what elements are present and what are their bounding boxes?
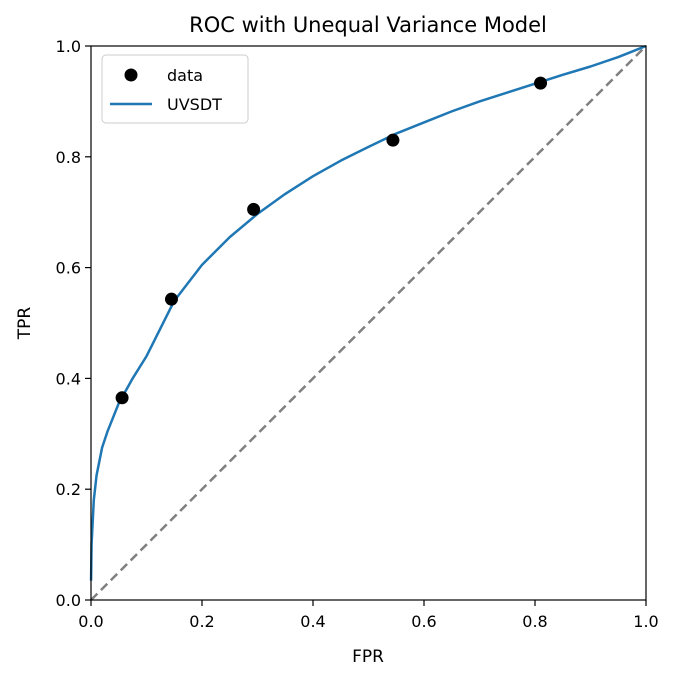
x-tick-label-5: 1.0	[633, 612, 658, 631]
data-point-1	[115, 391, 129, 405]
y-axis-label: TPR	[15, 307, 35, 341]
axes-frame	[90, 45, 647, 601]
x-tick-label-3: 0.6	[411, 612, 436, 631]
legend-frame	[101, 54, 249, 124]
data-point-3	[247, 202, 261, 216]
uvsdt-curve	[89, 44, 647, 581]
x-tick-label-2: 0.4	[300, 612, 325, 631]
x-tick-label-0: 0.0	[78, 612, 103, 631]
data-point-4	[386, 133, 400, 147]
plot-area	[89, 44, 647, 601]
x-tick-label-4: 0.8	[522, 612, 547, 631]
y-tick-label-2: 0.4	[56, 369, 81, 388]
y-tick-label-0: 0.0	[56, 591, 81, 610]
legend: data UVSDT	[101, 54, 249, 124]
data-point-5	[534, 76, 548, 90]
legend-data-marker	[124, 68, 138, 82]
x-axis-label: FPR	[352, 647, 384, 667]
chart-title: ROC with Unequal Variance Model	[189, 13, 547, 37]
y-tick-label-1: 0.2	[56, 480, 81, 499]
axes: 0.0 0.2 0.4 0.6 0.8 1.0 0.0 0.2 0.4 0.6 0.8 1.0	[56, 37, 659, 631]
legend-label-uvsdt: UVSDT	[167, 95, 222, 114]
y-tick-label-3: 0.6	[56, 259, 81, 278]
y-tick-label-5: 1.0	[56, 37, 81, 56]
y-tick-label-4: 0.8	[56, 148, 81, 167]
legend-label-data: data	[167, 66, 203, 85]
data-point-2	[164, 292, 178, 306]
chance-diagonal-line	[90, 45, 647, 601]
x-tick-label-1: 0.2	[189, 612, 214, 631]
